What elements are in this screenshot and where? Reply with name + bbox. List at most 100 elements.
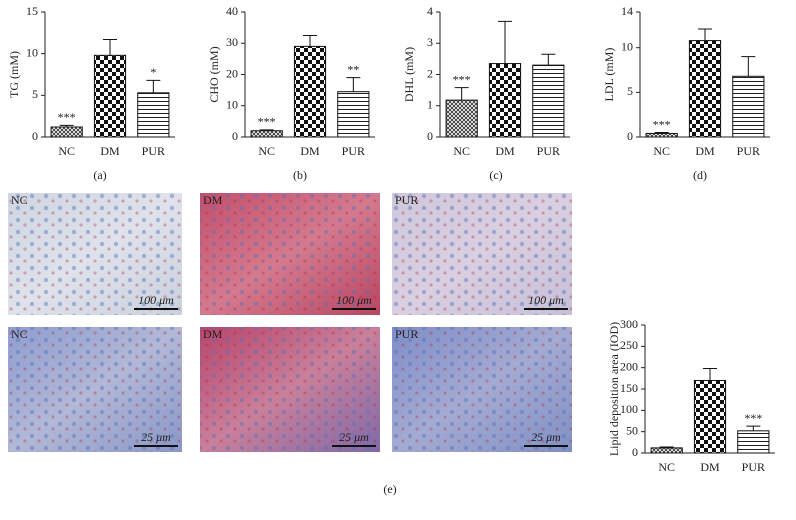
micrograph-label: DM (203, 193, 223, 207)
micrograph-label: DM (203, 327, 223, 341)
significance: * (150, 65, 156, 79)
micrograph-texture (392, 193, 572, 315)
y-tick-label: 2 (427, 66, 433, 80)
y-tick-label: 5 (627, 84, 633, 98)
error-bar (498, 20, 512, 64)
x-tick-label: DM (100, 144, 120, 158)
y-tick-label: 5 (32, 87, 38, 101)
error-bar (741, 56, 756, 77)
significance: *** (453, 72, 471, 86)
y-tick-label: 3 (427, 35, 433, 49)
bar (693, 379, 727, 454)
micrograph-texture (392, 327, 572, 452)
x-tick-label: DM (495, 144, 515, 158)
x-tick-label: DM (695, 144, 715, 158)
bar (532, 64, 565, 138)
error-bar (103, 39, 117, 56)
y-tick-label: 10 (226, 98, 238, 112)
bar (445, 99, 478, 138)
micrograph-label: NC (11, 193, 28, 207)
bar (250, 130, 283, 138)
scale-bar-label: 100 μm (528, 293, 564, 307)
y-tick-label: 0 (232, 129, 238, 143)
scale-bar-label: 100 μm (336, 293, 372, 307)
bar (650, 447, 683, 454)
micrograph-texture (8, 193, 182, 315)
x-tick-label: NC (653, 144, 670, 158)
bar (645, 132, 678, 138)
bar (293, 45, 327, 138)
error-bar (698, 28, 712, 41)
significance: *** (744, 411, 762, 425)
y-axis-label: TG (mM) (7, 51, 21, 98)
x-tick-label: NC (658, 460, 675, 474)
x-tick-label: PUR (342, 144, 365, 158)
micrograph-texture (8, 327, 182, 452)
y-tick-label: 200 (620, 359, 638, 373)
error-bar (303, 34, 317, 47)
bar (137, 92, 170, 138)
error-bar (746, 425, 761, 431)
y-tick-label: 40 (226, 4, 238, 18)
y-tick-label: 10 (26, 45, 38, 59)
error-bar (703, 368, 717, 381)
micrograph-label: PUR (395, 327, 418, 341)
y-tick-label: 15 (26, 4, 38, 18)
bar (732, 75, 765, 138)
scale-bar-label: 25 μm (141, 430, 171, 444)
panel-label: (c) (489, 168, 502, 182)
error-bar (346, 77, 361, 92)
scale-bar-label: 100 μm (138, 293, 174, 307)
bar (337, 91, 370, 138)
error-bar (659, 446, 674, 448)
bar (488, 63, 522, 138)
error-bar (654, 132, 669, 134)
significance: ** (347, 62, 359, 76)
error-bar (59, 124, 74, 127)
y-tick-label: 0 (627, 129, 633, 143)
micrograph-texture (200, 193, 380, 315)
significance: *** (258, 115, 276, 129)
bar (50, 126, 83, 138)
x-tick-label: NC (258, 144, 275, 158)
x-tick-label: DM (700, 460, 720, 474)
panel-label: (b) (293, 168, 307, 182)
x-tick-label: NC (453, 144, 470, 158)
micrograph-label: NC (11, 327, 28, 341)
y-tick-label: 100 (620, 402, 638, 416)
y-tick-label: 150 (620, 381, 638, 395)
y-tick-label: 1 (427, 98, 433, 112)
panel-label: (a) (93, 168, 106, 182)
y-tick-label: 0 (32, 129, 38, 143)
y-axis-label: CHO (mM) (207, 46, 221, 102)
y-tick-label: 14 (621, 4, 633, 18)
y-tick-label: 0 (427, 129, 433, 143)
x-tick-label: PUR (537, 144, 560, 158)
y-tick-label: 10 (621, 39, 633, 53)
x-tick-label: PUR (737, 144, 760, 158)
x-tick-label: PUR (742, 460, 765, 474)
error-bar (454, 87, 469, 101)
x-tick-label: NC (58, 144, 75, 158)
scale-bar-label: 25 μm (531, 430, 561, 444)
y-axis-label: Lipid deposition area (IOD) (607, 322, 621, 456)
significance: *** (653, 117, 671, 131)
error-bar (259, 129, 274, 131)
y-axis-label: DHL (mM) (402, 47, 416, 102)
y-tick-label: 250 (620, 338, 638, 352)
y-tick-label: 4 (427, 4, 433, 18)
y-tick-label: 0 (632, 445, 638, 459)
scale-bar-label: 25 μm (339, 430, 369, 444)
micrograph-texture (200, 327, 380, 452)
y-tick-label: 30 (226, 35, 238, 49)
y-axis-label: LDL (mM) (602, 48, 616, 102)
significance: *** (58, 110, 76, 124)
bar (688, 40, 722, 138)
y-tick-label: 300 (620, 317, 638, 331)
y-tick-label: 20 (226, 66, 238, 80)
error-bar (541, 53, 556, 66)
x-tick-label: DM (300, 144, 320, 158)
bar (737, 430, 770, 454)
error-bar (146, 79, 161, 93)
